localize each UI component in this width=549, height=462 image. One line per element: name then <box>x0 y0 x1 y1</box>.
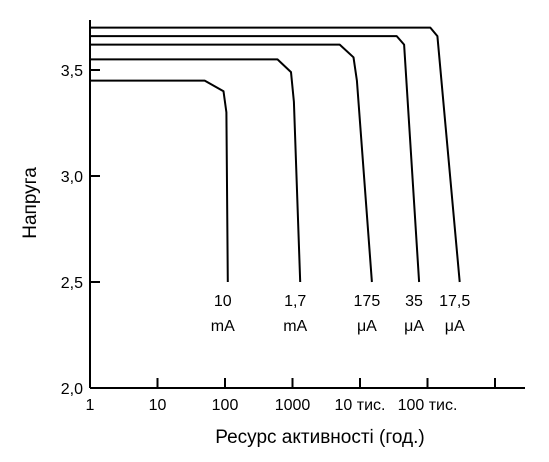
series-label-2-line-2: mA <box>283 318 307 335</box>
series-line-2 <box>90 58 302 283</box>
series-label-3-line-2: μA <box>357 318 377 335</box>
series-label-2-line-1: 1,7 <box>284 293 306 310</box>
x-tick-label-2: 100 <box>212 397 239 414</box>
series-label-1-line-2: mA <box>211 318 235 335</box>
series-line-4 <box>90 35 421 283</box>
x-tick-label-1: 10 <box>149 397 167 414</box>
x-tick-label-3: 1000 <box>275 397 311 414</box>
x-ticks: 1 10 100 1000 10 тис. 100 тис. <box>86 378 496 414</box>
series-labels: 10 mA 1,7 mA 175 μA 35 μA 17,5 μA <box>211 293 471 335</box>
y-tick-label-3: 3,5 <box>61 63 83 80</box>
y-ticks: 2,0 2,5 3,0 3,5 <box>61 63 100 398</box>
series-line-3 <box>90 43 373 283</box>
x-tick-label-4: 10 тис. <box>335 397 386 414</box>
y-tick-label-0: 2,0 <box>61 381 83 398</box>
series-label-1-line-1: 10 <box>214 293 232 310</box>
series-label-5-line-1: 17,5 <box>439 293 470 310</box>
series-label-4-line-1: 35 <box>405 293 423 310</box>
series-line-5 <box>90 26 461 283</box>
series-label-4-line-2: μA <box>404 318 424 335</box>
series-line-1 <box>90 79 229 283</box>
series-group <box>90 26 461 283</box>
series-label-3-line-1: 175 <box>354 293 381 310</box>
y-tick-label-2: 3,0 <box>61 169 83 186</box>
x-tick-label-0: 1 <box>86 397 95 414</box>
y-tick-label-1: 2,5 <box>61 275 83 292</box>
x-tick-label-5: 100 тис. <box>398 397 458 414</box>
y-axis-title: Напруга <box>20 167 41 239</box>
series-label-5-line-2: μA <box>445 318 465 335</box>
x-axis-title: Ресурс активності (год.) <box>215 427 424 448</box>
